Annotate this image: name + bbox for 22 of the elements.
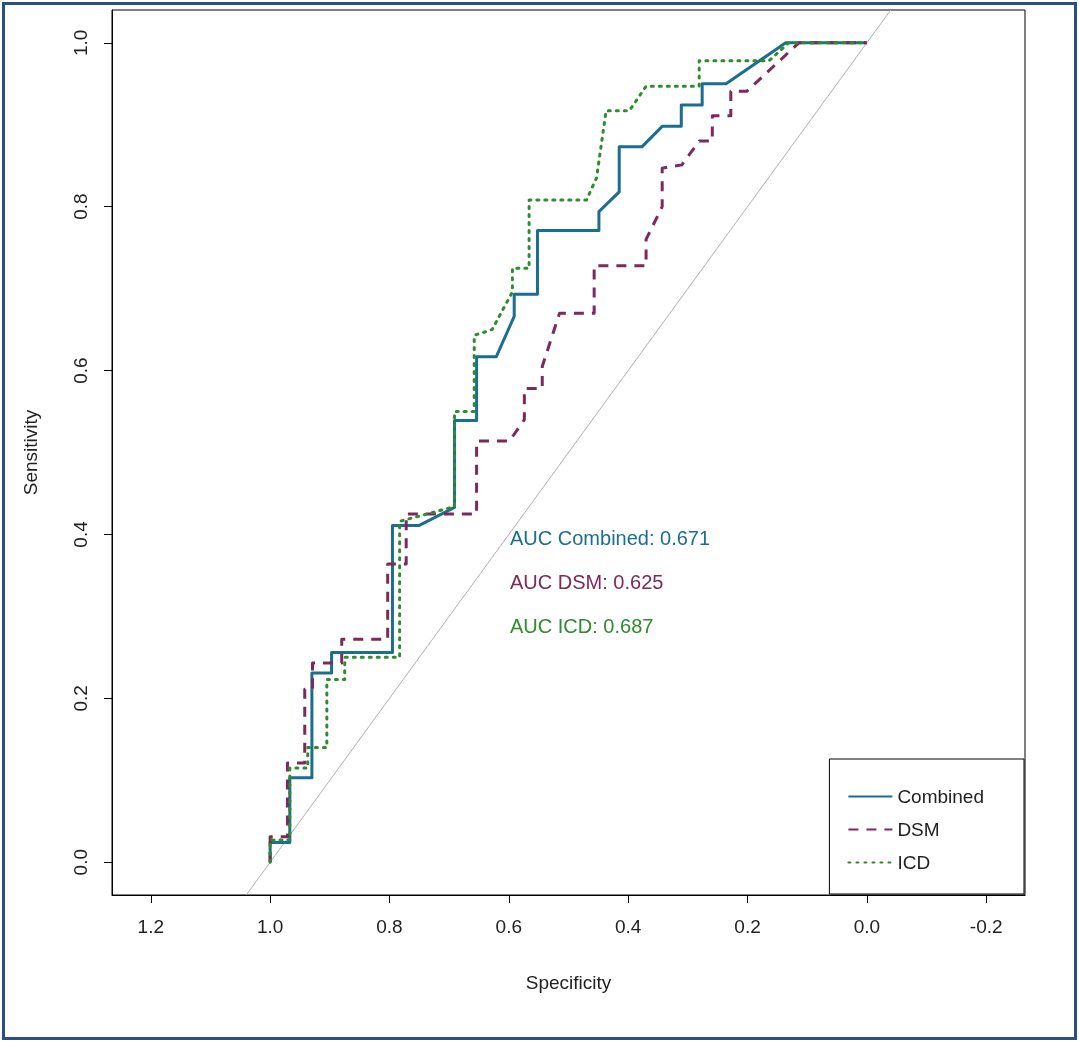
x-tick-label: 0.4 [614, 916, 642, 937]
legend-label: ICD [897, 852, 931, 873]
annotation: AUC DSM: 0.625 [510, 571, 664, 593]
x-tick-label: 0.0 [853, 916, 881, 937]
y-tick-label: 1.0 [70, 29, 91, 56]
x-tick-label: 0.6 [495, 916, 523, 937]
annotation: AUC Combined: 0.671 [510, 527, 711, 549]
x-tick-label: -0.2 [969, 916, 1003, 937]
y-tick-label: 0.2 [70, 685, 91, 712]
y-tick-label: 0.6 [70, 357, 91, 384]
legend-label: DSM [897, 819, 940, 840]
legend-label: Combined [897, 786, 985, 807]
y-tick-label: 0.8 [70, 193, 91, 220]
x-axis-title: Specificity [525, 972, 612, 993]
annotation: AUC ICD: 0.687 [510, 615, 654, 637]
y-axis-title: Sensitivity [20, 409, 41, 496]
x-tick-label: 0.8 [376, 916, 403, 937]
x-tick-label: 0.2 [734, 916, 761, 937]
y-tick-label: 0.4 [70, 520, 91, 548]
x-tick-label: 1.2 [137, 916, 164, 937]
x-tick-label: 1.0 [256, 916, 284, 937]
y-tick-label: 0.0 [70, 849, 91, 876]
